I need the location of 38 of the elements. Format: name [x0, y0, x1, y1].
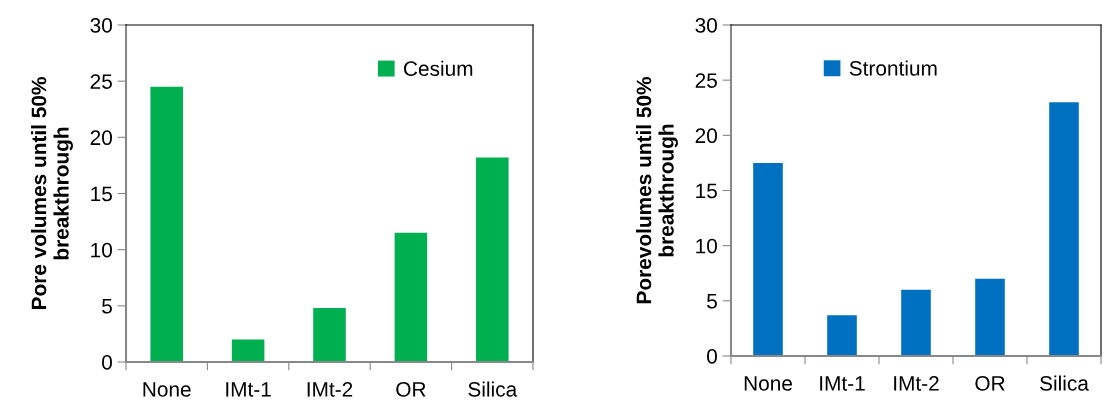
y-tick-label: 15 — [696, 183, 717, 199]
bar — [313, 308, 346, 362]
y-tick-label: 25 — [695, 73, 717, 88]
x-tick-label: IMt-2 — [307, 381, 353, 397]
bar — [975, 278, 1005, 356]
bar — [476, 157, 509, 362]
bar — [901, 289, 931, 356]
y-tick-label: 5 — [707, 294, 717, 309]
y-tick-label: 10 — [91, 242, 112, 258]
x-tick-label: IMt-1 — [820, 376, 865, 391]
x-tick-label: OR — [396, 381, 426, 397]
y-axis-title: Porevolumes until 50% breakthrough — [636, 77, 678, 304]
y-tick-label: 10 — [696, 238, 717, 254]
x-tick-label: Silica — [468, 381, 518, 397]
x-tick-label: IMt-1 — [226, 382, 271, 397]
y-tick-label: 25 — [90, 74, 112, 89]
y-tick-label: 20 — [695, 128, 717, 144]
bar — [1049, 102, 1079, 356]
y-tick-label: 30 — [90, 18, 112, 33]
legend-label: Strontium — [849, 60, 937, 76]
x-tick-label: None — [744, 376, 792, 391]
y-tick-label: 15 — [91, 186, 112, 202]
bar — [753, 162, 783, 356]
x-tick-label: OR — [975, 375, 1005, 391]
y-tick-label: 30 — [695, 18, 717, 33]
x-tick-label: IMt-2 — [894, 375, 939, 391]
bar — [394, 232, 428, 362]
x-tick-label: Silica — [1040, 375, 1089, 391]
y-axis-title: Pore volumes until 50% breakthrough — [31, 77, 73, 310]
bar — [827, 315, 857, 356]
legend-label: Cesium — [403, 60, 473, 77]
bar — [150, 86, 183, 362]
y-tick-label: 5 — [102, 299, 112, 314]
y-tick-label: 0 — [102, 355, 112, 370]
x-tick-label: None — [143, 382, 191, 397]
y-tick-label: 20 — [90, 130, 112, 146]
y-tick-label: 0 — [707, 349, 717, 364]
bar — [231, 339, 265, 362]
